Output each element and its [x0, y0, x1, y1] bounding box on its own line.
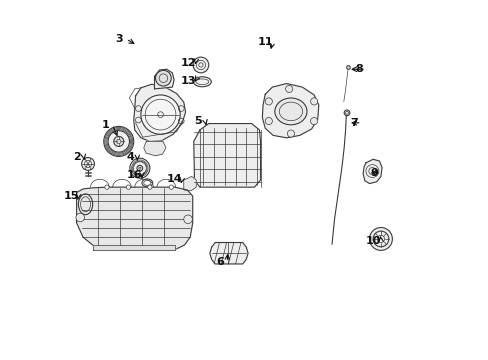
Polygon shape	[193, 123, 260, 187]
Circle shape	[130, 158, 149, 178]
Polygon shape	[154, 69, 174, 89]
Text: 3: 3	[115, 34, 122, 44]
Circle shape	[285, 85, 292, 93]
Circle shape	[126, 185, 130, 189]
Polygon shape	[209, 243, 247, 264]
Circle shape	[104, 185, 109, 189]
Circle shape	[344, 110, 349, 116]
Text: 14: 14	[167, 174, 183, 184]
Polygon shape	[183, 176, 196, 191]
Polygon shape	[363, 159, 381, 184]
Polygon shape	[93, 245, 175, 249]
Circle shape	[155, 70, 171, 86]
Circle shape	[169, 185, 173, 189]
Circle shape	[369, 228, 391, 250]
Polygon shape	[143, 141, 165, 156]
Text: 13: 13	[180, 76, 195, 86]
Text: 7: 7	[350, 118, 358, 128]
Circle shape	[103, 126, 134, 157]
Text: 15: 15	[63, 191, 79, 201]
Circle shape	[310, 117, 317, 125]
Ellipse shape	[274, 98, 306, 125]
Circle shape	[287, 130, 294, 137]
Ellipse shape	[193, 77, 211, 87]
Polygon shape	[134, 84, 185, 141]
Circle shape	[310, 98, 317, 105]
Polygon shape	[262, 84, 318, 138]
Text: 12: 12	[180, 58, 196, 68]
Circle shape	[193, 57, 208, 73]
Circle shape	[264, 117, 272, 125]
Circle shape	[183, 215, 192, 224]
Text: 2: 2	[73, 152, 81, 162]
Text: 1: 1	[101, 120, 109, 130]
Circle shape	[81, 157, 94, 170]
Circle shape	[76, 213, 84, 222]
Circle shape	[147, 185, 152, 189]
Circle shape	[264, 98, 272, 105]
Text: 5: 5	[194, 116, 202, 126]
Circle shape	[346, 66, 349, 69]
Circle shape	[141, 95, 180, 134]
Circle shape	[137, 165, 142, 171]
Text: 9: 9	[369, 168, 377, 178]
Text: 10: 10	[366, 236, 381, 246]
Text: 8: 8	[354, 64, 362, 74]
Text: 11: 11	[257, 37, 272, 48]
Polygon shape	[77, 187, 192, 249]
Text: 6: 6	[216, 257, 224, 267]
Text: 16: 16	[127, 170, 142, 180]
Text: 4: 4	[126, 152, 134, 162]
Circle shape	[114, 136, 123, 147]
